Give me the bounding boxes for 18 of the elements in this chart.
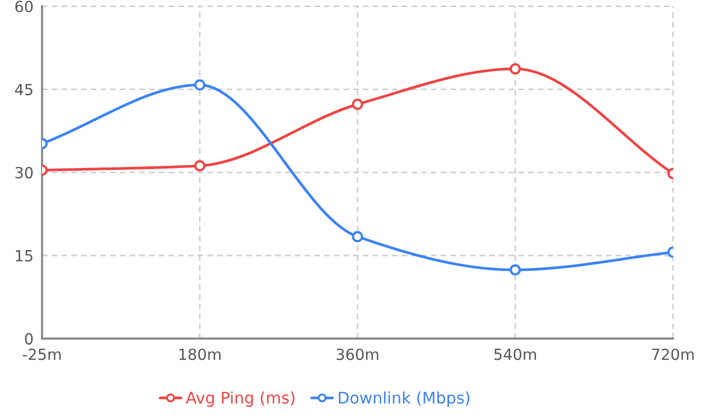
x-tick-label: 540m <box>494 348 536 360</box>
point <box>510 63 521 74</box>
point <box>194 160 206 172</box>
y-tick-label: 45 <box>15 84 32 96</box>
x-tick-label: -25m <box>22 348 61 360</box>
point <box>510 264 521 276</box>
y-tick-label: 30 <box>15 166 33 178</box>
legend-label: Downlink (Mbps) <box>338 391 470 407</box>
legend-label: Avg Ping (ms) <box>186 391 294 407</box>
y-tick-label: 0 <box>25 333 33 345</box>
x-tick-label: 360m <box>336 348 378 360</box>
point <box>194 79 206 91</box>
y-tick-label: 15 <box>16 250 32 262</box>
point <box>352 98 364 110</box>
point <box>352 231 364 242</box>
x-tick-label: 720m <box>652 348 694 360</box>
y-tick-label: 60 <box>15 0 33 12</box>
x-tick-label: 180m <box>179 348 221 360</box>
